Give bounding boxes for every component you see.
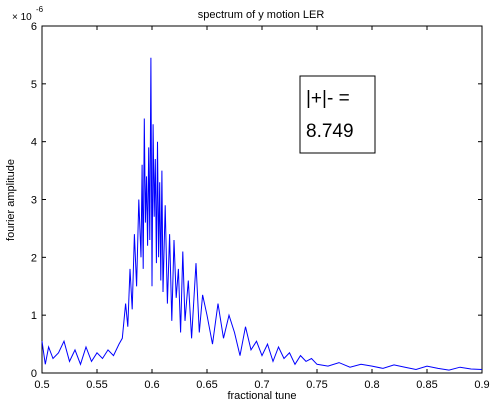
chart-title: spectrum of y motion LER xyxy=(198,9,325,21)
y-axis-ticks: 0 1 2 3 4 5 6 xyxy=(31,21,482,380)
y-tick-label: 4 xyxy=(31,137,37,149)
exponent-power: -6 xyxy=(36,5,44,14)
series-line-spectrum xyxy=(41,57,483,371)
exponent-base: × 10 xyxy=(12,12,32,23)
x-tick-label: 0.6 xyxy=(144,379,159,391)
x-tick-label: 0.65 xyxy=(196,379,217,391)
plot-area xyxy=(41,25,483,374)
x-tick-label: 0.75 xyxy=(306,379,327,391)
x-tick-label: 0.9 xyxy=(474,379,489,391)
x-tick-label: 0.8 xyxy=(364,379,379,391)
x-tick-label: 0.7 xyxy=(254,379,269,391)
x-tick-label: 0.5 xyxy=(34,379,49,391)
x-tick-label: 0.55 xyxy=(86,379,107,391)
y-tick-label: 2 xyxy=(31,252,37,264)
y-tick-label: 3 xyxy=(31,195,37,207)
y-tick-label: 5 xyxy=(31,79,37,91)
y-tick-label: 1 xyxy=(31,310,37,322)
annotation-line-1: |+|- = xyxy=(306,88,350,109)
y-tick-label: 0 xyxy=(31,368,37,380)
annotation-box xyxy=(299,75,376,154)
x-axis-ticks: 0.5 0.55 0.6 0.65 0.7 0.75 0.8 0.85 0.9 xyxy=(34,26,490,391)
x-tick-label: 0.85 xyxy=(416,379,437,391)
tune-annotation: |+|- = 8.749 xyxy=(299,75,376,154)
y-axis-label: fourier amplitude xyxy=(5,159,17,241)
annotation-line-2: 8.749 xyxy=(306,121,354,142)
y-tick-label: 6 xyxy=(31,21,37,33)
x-axis-label: fractional tune xyxy=(227,390,296,402)
